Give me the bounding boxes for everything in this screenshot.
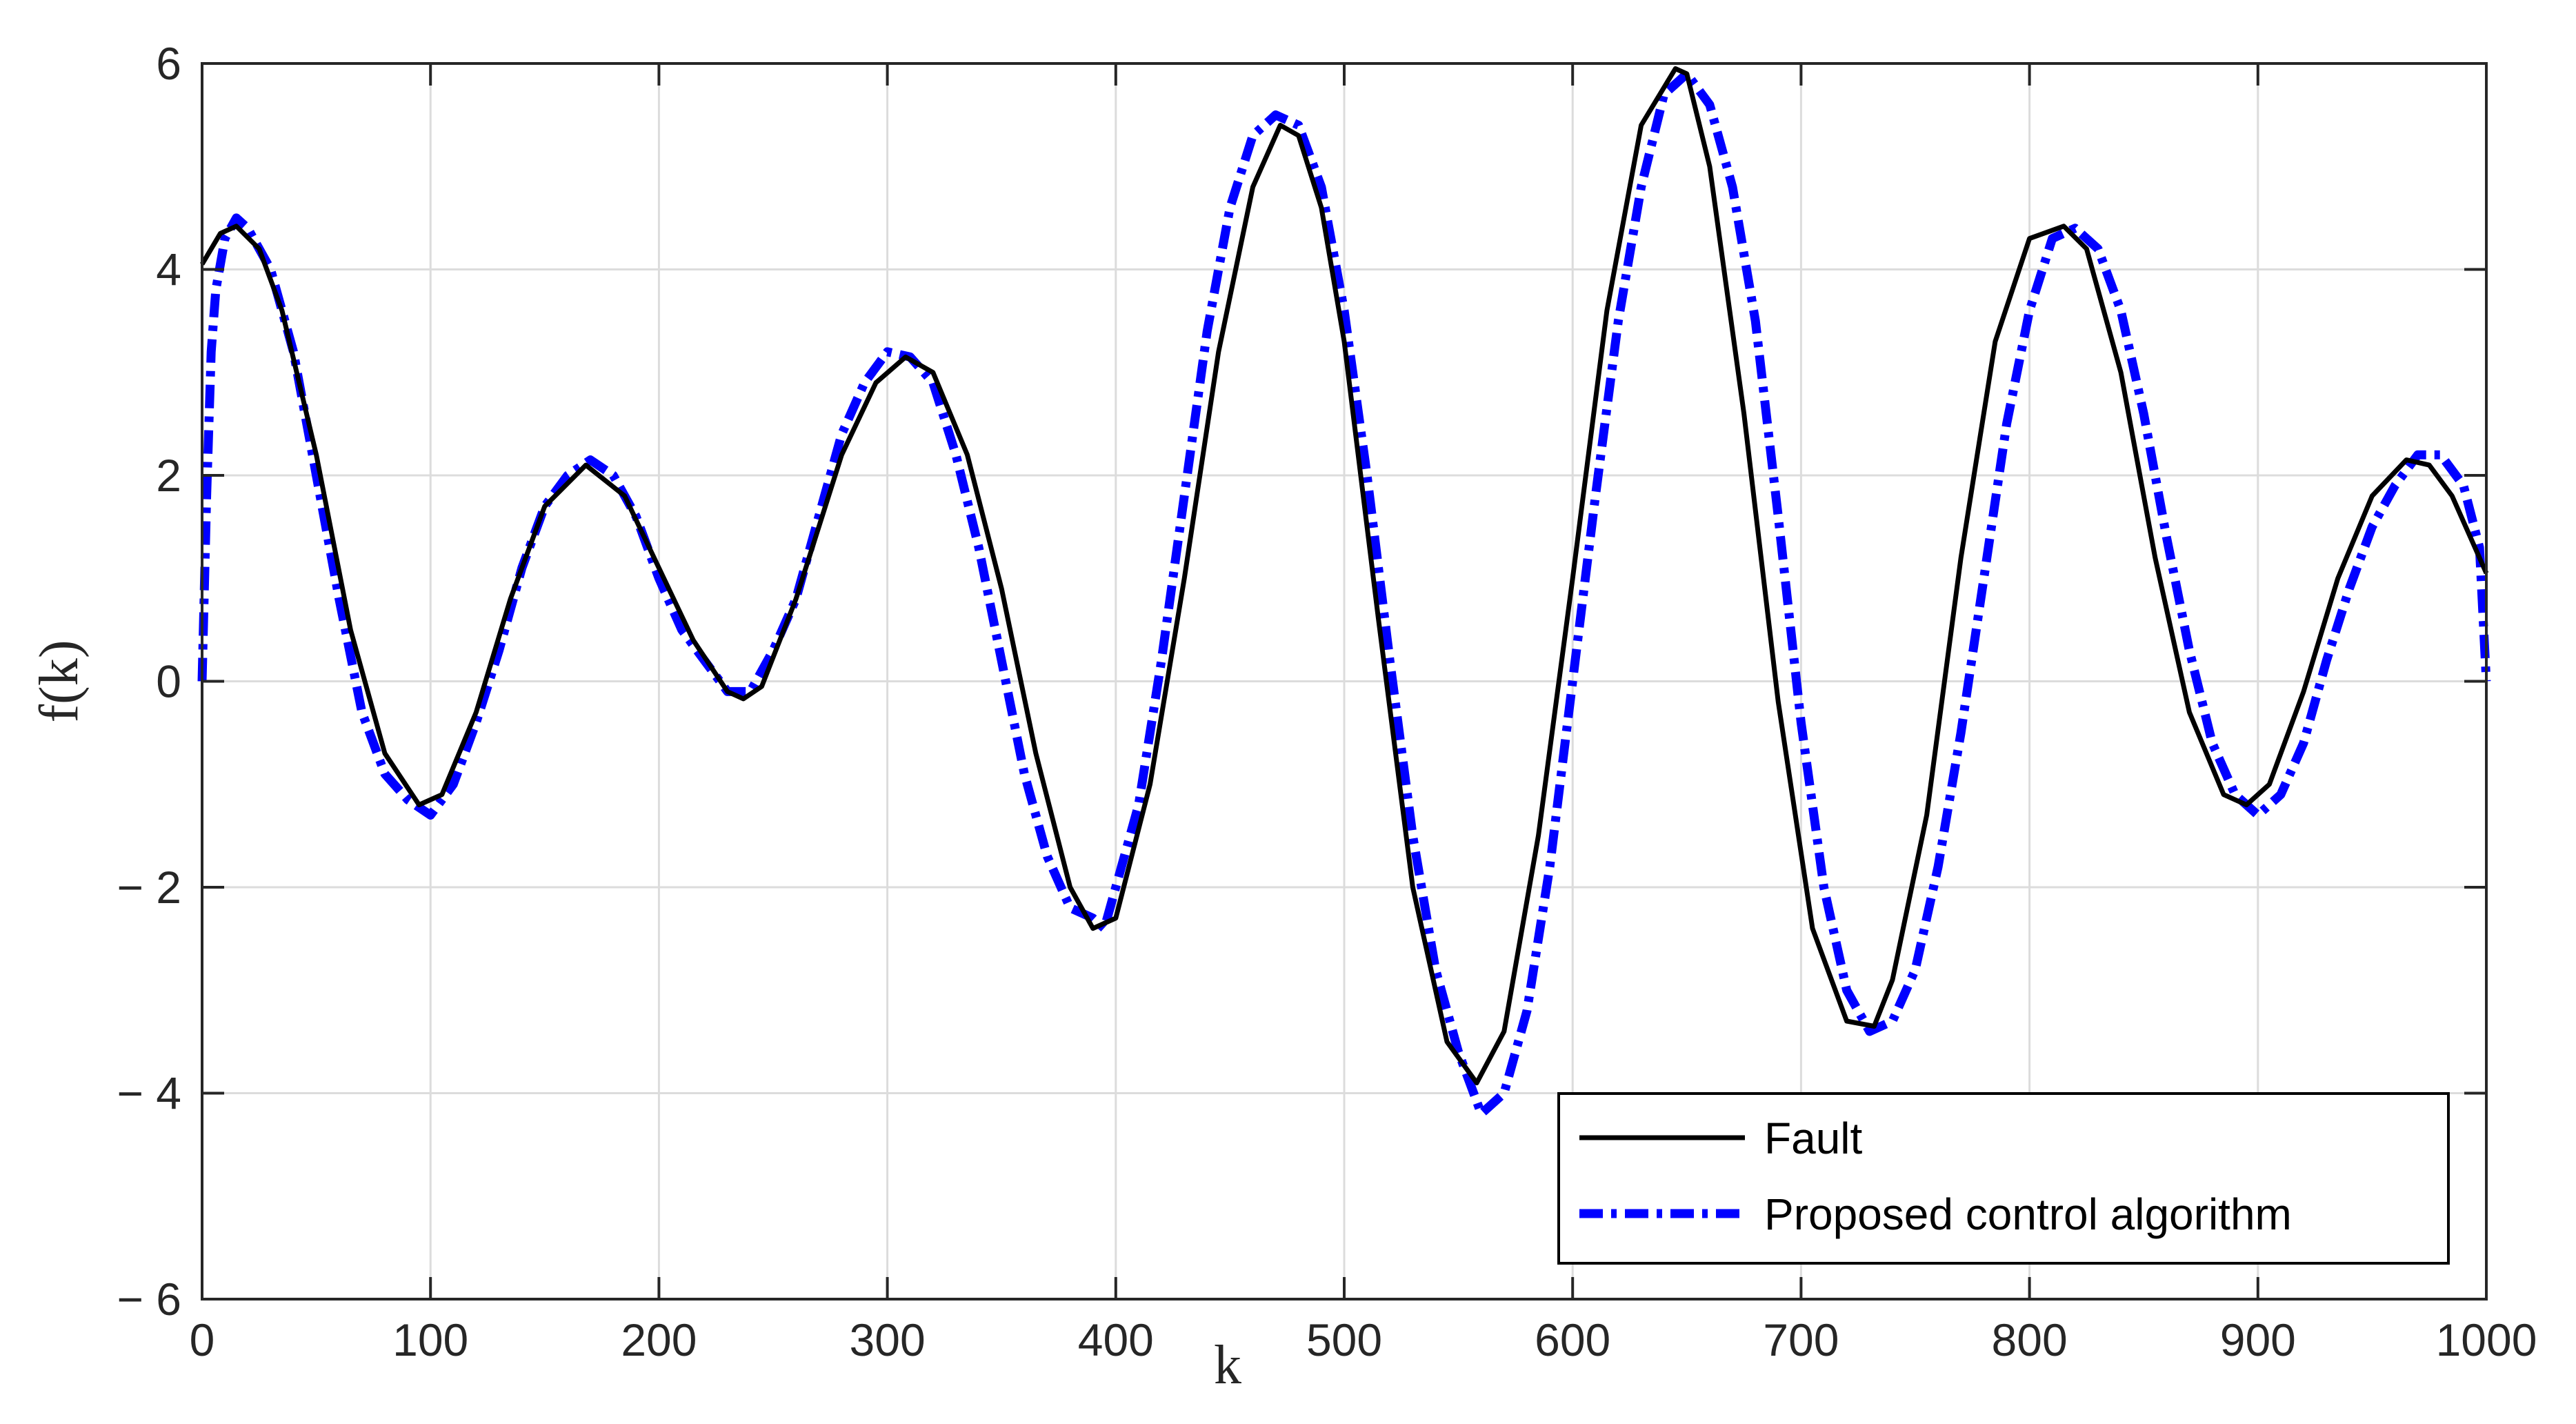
y-tick-label: 0 (156, 656, 181, 707)
x-tick-label: 900 (2220, 1314, 2296, 1365)
x-tick-label: 200 (621, 1314, 697, 1365)
legend-label-proposed: Proposed control algorithm (1764, 1189, 2292, 1239)
x-axis-label: k (1214, 1335, 1241, 1396)
legend-box (1557, 1092, 2450, 1265)
y-tick-label: − 4 (117, 1068, 181, 1119)
y-tick-label: 6 (156, 38, 181, 89)
y-tick-label: 4 (156, 244, 181, 295)
y-tick-label: 2 (156, 450, 181, 501)
x-tick-label: 1000 (2436, 1314, 2537, 1365)
y-tick-label: − 2 (117, 862, 181, 913)
axis-ticks (201, 62, 2488, 1301)
x-tick-label: 100 (392, 1314, 468, 1365)
x-tick-label: 700 (1763, 1314, 1839, 1365)
series-line-proposed (197, 69, 2491, 1118)
tick-labels: 0 100 200 300 400 500 600 700 800 900 1000 − 6 − 4 − … (117, 38, 2537, 1365)
x-tick-label: 400 (1078, 1314, 1154, 1365)
plot-lines (197, 66, 2491, 1118)
legend: Fault Proposed control algorithm (1557, 1092, 2450, 1265)
x-tick-label: 500 (1306, 1314, 1382, 1365)
series-line-fault (199, 66, 2489, 1086)
x-tick-label: 0 (190, 1314, 215, 1365)
x-tick-label: 300 (850, 1314, 926, 1365)
y-axis-label: f(k) (29, 640, 90, 723)
legend-label-fault: Fault (1764, 1114, 1863, 1163)
x-tick-label: 600 (1535, 1314, 1610, 1365)
x-tick-label: 800 (1992, 1314, 2068, 1365)
y-tick-label: − 6 (117, 1274, 181, 1325)
